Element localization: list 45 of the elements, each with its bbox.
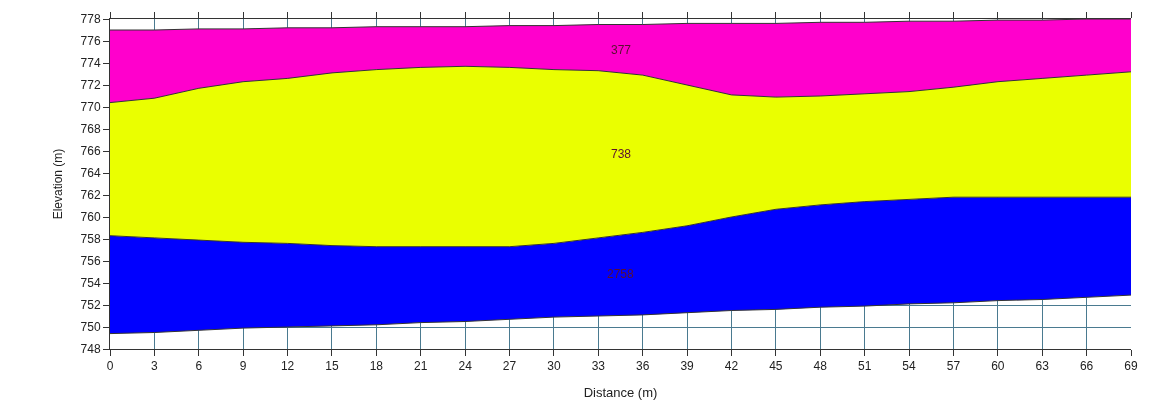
y-tick-label: 752 (80, 298, 101, 313)
y-tick-label: 774 (80, 56, 101, 71)
x-tick-label: 12 (280, 359, 295, 374)
y-tick-label: 748 (80, 342, 101, 357)
x-tick-label: 36 (636, 359, 650, 374)
y-tick-label: 750 (80, 320, 101, 335)
y-tick-label: 776 (80, 34, 101, 49)
y-tick-label: 764 (80, 166, 101, 181)
x-tick-label: 66 (1079, 359, 1094, 374)
x-tick-label: 63 (1035, 359, 1050, 374)
x-tick-label: 9 (239, 359, 247, 374)
x-tick-label: 15 (325, 359, 339, 374)
x-tick-label: 21 (414, 359, 428, 374)
x-tick-label: 18 (369, 359, 384, 374)
x-tick-label: 54 (902, 359, 917, 374)
x-tick-label: 69 (1124, 359, 1138, 374)
x-tick-label: 57 (946, 359, 961, 374)
series-label: 2758 (607, 267, 635, 281)
x-tick-label: 0 (106, 359, 114, 374)
x-tick-label: 27 (502, 359, 517, 374)
x-tick-label: 6 (195, 359, 203, 374)
y-tick-label: 754 (80, 276, 101, 291)
x-tick-label: 39 (680, 359, 695, 374)
y-tick-label: 758 (80, 232, 101, 247)
y-tick-label: 762 (80, 188, 101, 203)
y-tick-label: 770 (80, 100, 101, 115)
x-tick-label: 24 (458, 359, 473, 374)
y-tick-label: 768 (80, 122, 101, 137)
x-axis-title: Distance (m) (583, 385, 658, 400)
y-tick-label: 772 (80, 78, 101, 93)
x-tick-label: 60 (991, 359, 1005, 374)
x-tick-label: 51 (857, 359, 872, 374)
x-tick-label: 3 (151, 359, 159, 374)
y-tick-label: 778 (80, 12, 101, 27)
series-label: 377 (611, 43, 632, 57)
x-tick-label: 30 (547, 359, 561, 374)
y-tick-label: 760 (80, 210, 101, 225)
x-tick-label: 45 (769, 359, 783, 374)
x-tick-label: 42 (724, 359, 739, 374)
y-tick-label: 766 (80, 144, 101, 159)
x-tick-label: 33 (591, 359, 606, 374)
y-tick-label: 756 (80, 254, 101, 269)
y-axis-title: Elevation (m) (50, 148, 65, 220)
x-tick-label: 48 (813, 359, 828, 374)
series-label: 738 (611, 147, 632, 161)
